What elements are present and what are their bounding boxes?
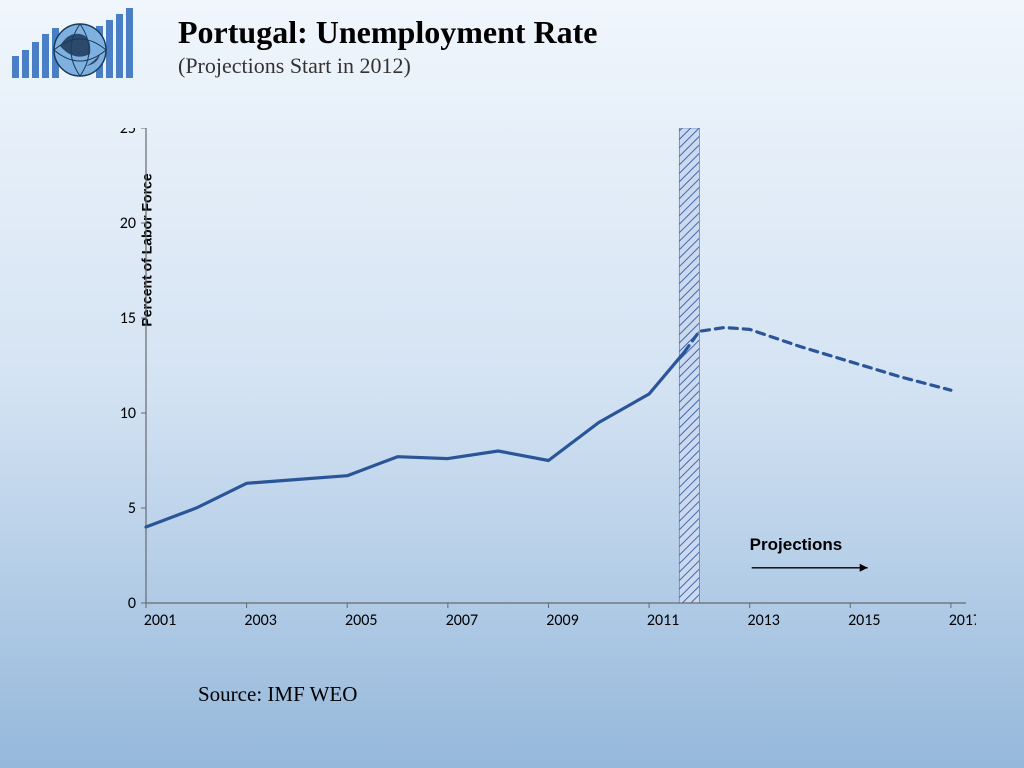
svg-text:0: 0 (128, 594, 136, 613)
svg-text:2003: 2003 (244, 611, 276, 630)
svg-text:15: 15 (120, 309, 136, 328)
title-block: Portugal: Unemployment Rate (Projections… (178, 14, 597, 79)
page-subtitle: (Projections Start in 2012) (178, 53, 597, 79)
svg-text:2001: 2001 (144, 611, 176, 630)
source-text: Source: IMF WEO (198, 682, 357, 707)
svg-text:2009: 2009 (546, 611, 578, 630)
svg-text:20: 20 (120, 214, 136, 233)
svg-text:2013: 2013 (747, 611, 779, 630)
svg-text:2017: 2017 (949, 611, 976, 630)
logo-icon (8, 6, 138, 86)
svg-text:5: 5 (128, 499, 136, 518)
page-title: Portugal: Unemployment Rate (178, 14, 597, 51)
svg-text:25: 25 (120, 128, 136, 138)
chart: 0 5 10 15 20 25 2001 2003 2005 2007 2009 2011 2013 20… (96, 128, 976, 638)
slide: Portugal: Unemployment Rate (Projections… (0, 0, 1024, 768)
svg-text:2005: 2005 (345, 611, 377, 630)
svg-text:Projections: Projections (750, 535, 843, 554)
svg-text:10: 10 (120, 404, 136, 423)
svg-text:2007: 2007 (446, 611, 478, 630)
chart-svg: 0 5 10 15 20 25 2001 2003 2005 2007 2009 2011 2013 20… (96, 128, 976, 638)
svg-text:2011: 2011 (647, 611, 679, 630)
svg-text:2015: 2015 (848, 611, 880, 630)
